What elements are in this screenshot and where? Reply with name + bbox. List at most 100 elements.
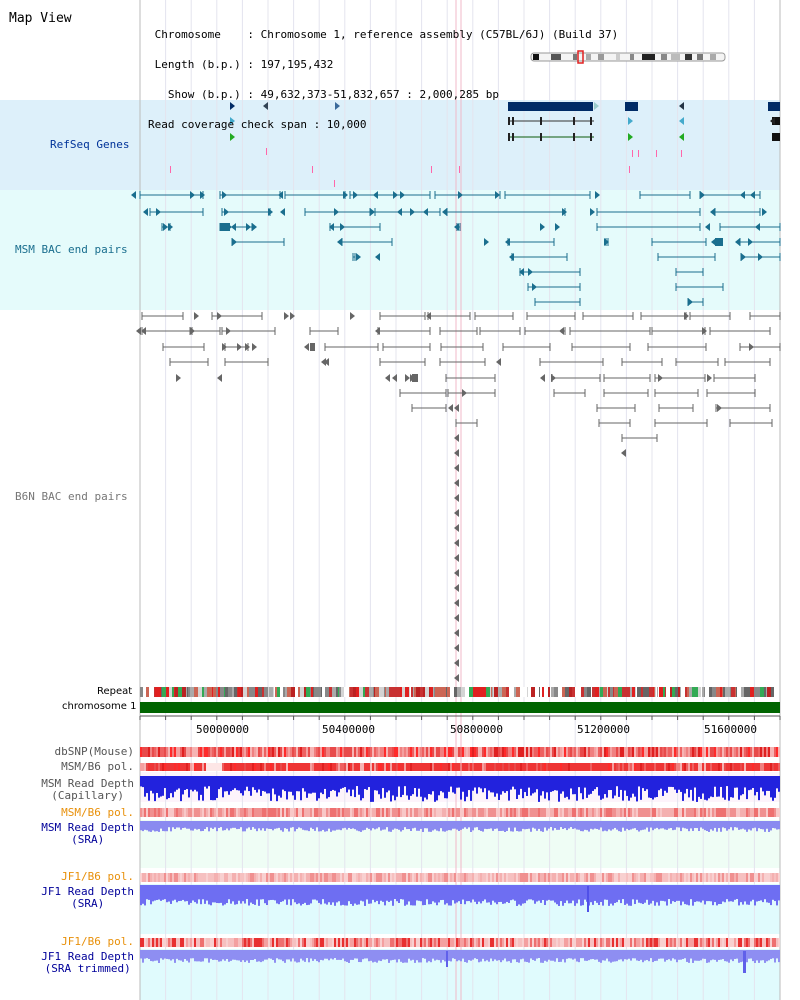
jf1-trimmed-depth-bar [638, 950, 640, 961]
bac-end-marker [454, 404, 459, 412]
jf1-pol-cell [566, 873, 568, 882]
msm-sra-depth-bar [238, 821, 240, 829]
msm-sra-depth-bar [226, 821, 228, 829]
jf1-trimmed-depth-bar [776, 950, 778, 959]
jf1-pol-cell [626, 938, 628, 947]
msm-pol-cell [516, 808, 518, 817]
msm-sra-depth-bar [566, 821, 568, 831]
msm-sra-depth-bar [678, 821, 680, 828]
jf1-pol-cell [490, 938, 492, 947]
msm-pol-cell [574, 763, 576, 771]
msm-capillary-depth-bar [672, 776, 674, 788]
msm-pol-cell [404, 763, 406, 771]
msm-pol-cell [762, 808, 764, 817]
jf1-trimmed-depth-bar [200, 950, 202, 962]
jf1-sra-depth-bar [696, 885, 698, 902]
repeat-element [622, 687, 626, 697]
jf1-pol-cell [496, 938, 498, 947]
msm-pol-cell [250, 763, 252, 771]
repeat-element [575, 687, 577, 697]
jf1-pol-cell [756, 938, 758, 947]
jf1-sra-depth-bar [170, 885, 172, 904]
msm-pol-cell [460, 763, 462, 771]
repeat-element [764, 687, 766, 697]
repeat-element [384, 687, 385, 697]
jf1-pol-cell [370, 938, 372, 947]
jf1-sra-depth-bar [330, 885, 332, 905]
repeat-element [318, 687, 321, 697]
jf1-trimmed-depth-bar [266, 950, 268, 960]
jf1-pol-cell [214, 938, 216, 947]
dbsnp-cell [220, 747, 222, 757]
msm-pol-cell [608, 808, 610, 817]
repeat-element [447, 687, 450, 697]
msm-pol-cell [230, 763, 232, 771]
jf1-sra-depth-bar [342, 885, 344, 905]
msm-pol-cell [556, 808, 558, 817]
jf1-trimmed-depth-bar [456, 950, 458, 962]
repeat-element [153, 687, 154, 697]
gene-feature [459, 166, 460, 173]
msm-pol-cell [620, 763, 622, 771]
jf1-pol-cell [346, 873, 348, 882]
msm-sra-depth-bar [438, 821, 440, 832]
dbsnp-cell [700, 747, 702, 757]
jf1-trimmed-depth-bar [322, 950, 324, 961]
msm-pol-cell [532, 808, 534, 817]
chromosome-ideogram[interactable] [530, 50, 726, 64]
msm-pol-cell [378, 763, 380, 771]
jf1-trimmed-depth-bar [584, 950, 586, 961]
repeat-element [314, 687, 318, 697]
jf1-trimmed-depth-bar [202, 950, 204, 962]
msm-sra-depth-bar [668, 821, 670, 829]
repeat-element [175, 687, 178, 697]
bac-end-marker [755, 223, 760, 231]
jf1-pol-cell [578, 938, 580, 947]
jf1-pol-cell [500, 873, 502, 882]
dbsnp-cell [368, 747, 370, 757]
jf1-sra-depth-bar [714, 885, 716, 903]
msm-capillary-depth-bar [524, 776, 526, 793]
jf1-trimmed-depth-bar [230, 950, 232, 961]
jf1-pol-cell [556, 938, 558, 947]
repeat-element [771, 687, 774, 697]
msm-capillary-depth-bar [734, 776, 736, 788]
msm-capillary-depth-bar [576, 776, 578, 801]
msm-capillary-depth-bar [586, 776, 588, 798]
jf1-pol-cell [214, 873, 216, 882]
msm-pol-cell [680, 808, 682, 817]
repeat-element [218, 687, 220, 697]
bac-end-marker [628, 117, 633, 125]
msm-sra-depth-bar [142, 821, 144, 832]
msm-pol-cell [300, 808, 302, 817]
dbsnp-cell [386, 747, 388, 757]
jf1-pol-cell [510, 938, 512, 947]
jf1-pol-cell [320, 938, 322, 947]
jf1-pol-cell [634, 873, 636, 882]
bac-end-marker [750, 191, 755, 199]
jf1-sra-depth-bar [648, 885, 650, 905]
msm-sra-depth-bar [282, 821, 284, 832]
msm-capillary-depth-bar [326, 776, 328, 799]
repeat-element [550, 687, 551, 697]
jf1-sra-depth-bar [606, 885, 608, 900]
bac-end-marker [393, 191, 398, 199]
jf1-trimmed-depth-bar [556, 950, 558, 959]
msm-pol-cell [394, 763, 396, 771]
repeat-element [379, 687, 380, 697]
jf1-trimmed-depth-bar [348, 950, 350, 963]
msm-pol-cell [734, 763, 736, 771]
jf1-sra-depth-bar [236, 885, 238, 905]
jf1-sra-depth-bar [392, 885, 394, 906]
jf1-pol-cell [560, 938, 562, 947]
jf1-pol-cell [700, 873, 702, 882]
msm-pol-cell [360, 763, 362, 771]
dbsnp-cell [614, 747, 616, 757]
jf1-pol-cell [466, 938, 468, 947]
dbsnp-cell [182, 747, 184, 757]
msm-capillary-depth-bar [486, 776, 488, 800]
dbsnp-cell [602, 747, 604, 757]
msm-pol-cell [714, 763, 716, 771]
msm-sra-depth-bar [164, 821, 166, 832]
msm-pol-cell [698, 808, 700, 817]
